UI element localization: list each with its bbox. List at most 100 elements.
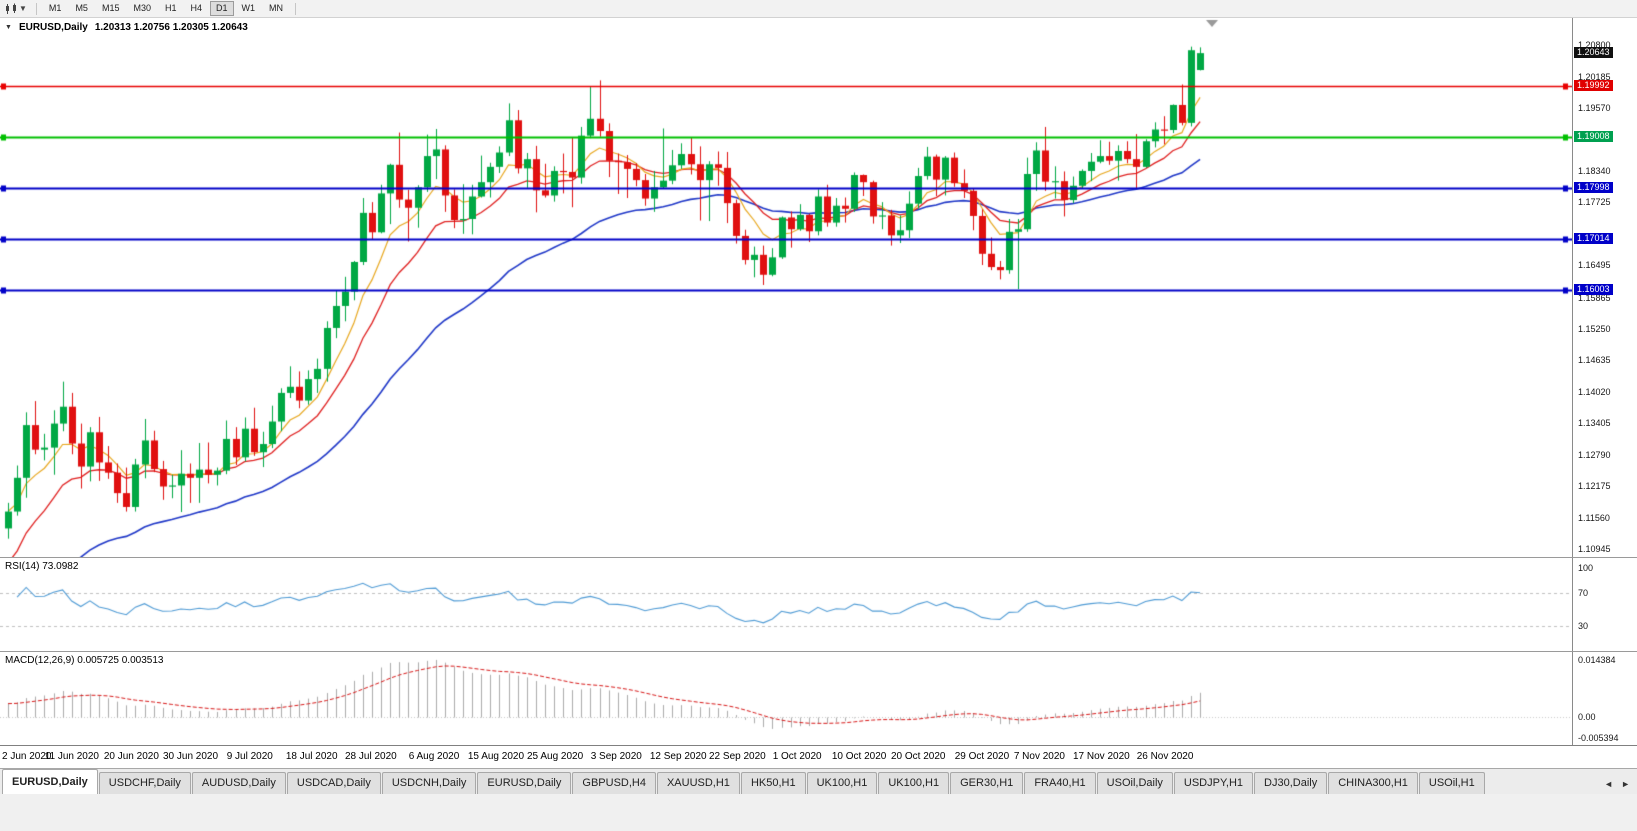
chart-tab-usdjpy-h1[interactable]: USDJPY,H1 [1173, 772, 1254, 794]
time-axis-label: 29 Oct 2020 [954, 751, 1010, 762]
price-axis-label: 1.15865 [1578, 292, 1611, 303]
timeframe-button-mn[interactable]: MN [269, 3, 284, 13]
chart-tab-xauusd-h1[interactable]: XAUUSD,H1 [656, 772, 740, 794]
chart-tab-eurusd-daily[interactable]: EURUSD,Daily [2, 769, 98, 794]
rsi-canvas[interactable] [0, 558, 1572, 651]
timeframes-toolbar: M1 M5 M15 M30 H1 H4 D1 W1 MN [43, 1, 289, 16]
price-chart-canvas[interactable] [0, 18, 1572, 557]
timeframe-button-m30[interactable]: M30 [133, 3, 151, 13]
chart-tab-audusd-daily[interactable]: AUDUSD,Daily [191, 772, 286, 794]
time-axis-label: 25 Aug 2020 [527, 751, 584, 762]
chart-tab-ger30-h1[interactable]: GER30,H1 [950, 772, 1024, 794]
chart-tab-usdchf-daily[interactable]: USDCHF,Daily [98, 772, 191, 794]
chart-tab-hk50-h1[interactable]: HK50,H1 [740, 772, 806, 794]
tab-scroll-left-icon[interactable]: ◄ [1604, 779, 1614, 789]
chart-ohlc-values: 1.20313 1.20756 1.20305 1.20643 [94, 22, 248, 33]
chart-tab-uk100-h1[interactable]: UK100,H1 [878, 772, 950, 794]
macd-canvas[interactable] [0, 652, 1572, 745]
time-axis-label: 28 Jul 2020 [345, 751, 397, 762]
rsi-label: RSI(14) 73.0982 [5, 561, 79, 572]
time-axis-label: 7 Nov 2020 [1013, 751, 1065, 762]
level-line-badge: 1.17014 [1574, 232, 1613, 244]
toolbar-separator [295, 2, 297, 15]
tab-scroll-right-icon[interactable]: ► [1621, 779, 1630, 789]
main-chart-panel: ▼ EURUSD,Daily 1.20313 1.20756 1.20305 1… [0, 18, 1637, 558]
time-axis-label: 18 Jul 2020 [285, 751, 338, 762]
top-toolbar: ▼ M1 M5 M15 M30 H1 H4 D1 W1 MN [0, 0, 1637, 18]
timeframe-button-m15[interactable]: M15 [101, 3, 120, 13]
tab-scroll-nav: ◄ ► [1597, 778, 1637, 794]
price-axis-label: 1.10945 [1578, 544, 1611, 555]
macd-axis-label: 0.014384 [1578, 655, 1616, 665]
candlestick-chart-icon[interactable] [5, 3, 18, 15]
price-axis-label: 1.14020 [1578, 386, 1611, 397]
time-axis-label: 10 Oct 2020 [831, 751, 887, 762]
macd-axis: 0.014384 0.00 -0.005394 [1572, 652, 1637, 745]
rsi-indicator-panel: RSI(14) 73.0982 100 70 30 [0, 558, 1637, 652]
current-price-badge: 1.20643 [1574, 47, 1613, 59]
chart-tab-gbpusd-h4[interactable]: GBPUSD,H4 [572, 772, 656, 794]
time-axis-label: 3 Sep 2020 [590, 751, 642, 762]
status-area [0, 794, 1637, 831]
price-axis-label: 1.20800 [1578, 40, 1611, 51]
time-axis-label: 6 Aug 2020 [408, 751, 460, 762]
toolbar-separator [35, 2, 37, 15]
time-axis: 2 Jun 2020 11 Jun 2020 20 Jun 2020 30 Jun 2… [0, 746, 1637, 768]
chart-type-dropdown-icon[interactable]: ▼ [19, 4, 27, 13]
time-axis-label: 15 Aug 2020 [467, 751, 525, 762]
price-axis-label: 1.18340 [1578, 165, 1611, 176]
chart-tab-usdcnh-daily[interactable]: USDCNH,Daily [381, 772, 477, 794]
time-axis-label: 1 Oct 2020 [772, 751, 822, 762]
price-axis-label: 1.20185 [1578, 71, 1611, 82]
chart-context-arrow-icon[interactable]: ▼ [5, 24, 12, 31]
chart-header: ▼ EURUSD,Daily 1.20313 1.20756 1.20305 1… [5, 22, 248, 33]
level-line-badge: 1.17998 [1574, 182, 1613, 194]
macd-axis-label: 0.00 [1578, 711, 1596, 722]
price-axis-label: 1.17725 [1578, 197, 1611, 208]
time-axis-label: 22 Sep 2020 [709, 751, 766, 762]
chart-tabbar: EURUSD,Daily USDCHF,Daily AUDUSD,Daily USDC… [0, 768, 1637, 794]
price-axis: 1.20800 1.20185 1.19570 1.18340 1.17725 1.164… [1572, 18, 1637, 557]
timeframe-button-h4[interactable]: H4 [190, 3, 203, 13]
chart-tab-fra40-h1[interactable]: FRA40,H1 [1024, 772, 1096, 794]
price-axis-label: 1.14635 [1578, 355, 1611, 366]
time-axis-label: 11 Jun 2020 [44, 751, 99, 762]
macd-indicator-panel: MACD(12,26,9) 0.005725 0.003513 0.014384… [0, 652, 1637, 746]
chart-tab-usoil-h1[interactable]: USOil,H1 [1418, 772, 1485, 794]
timeframe-button-m1[interactable]: M1 [48, 3, 62, 13]
time-axis-label: 20 Jun 2020 [103, 751, 159, 762]
price-axis-label: 1.12790 [1578, 449, 1611, 460]
timeframe-button-m5[interactable]: M5 [75, 3, 88, 13]
time-axis-label: 17 Nov 2020 [1073, 751, 1130, 762]
rsi-axis-label: 70 [1578, 587, 1589, 598]
timeframe-button-d1[interactable]: D1 [210, 1, 234, 16]
macd-label: MACD(12,26,9) 0.005725 0.003513 [5, 655, 164, 666]
price-axis-label: 1.15250 [1578, 323, 1611, 334]
timeframe-button-h1[interactable]: H1 [164, 3, 177, 13]
time-axis-label: 9 Jul 2020 [226, 751, 273, 762]
price-axis-label: 1.19570 [1578, 103, 1611, 114]
macd-axis-label: -0.005394 [1578, 733, 1619, 743]
chart-tab-usoil-daily[interactable]: USOil,Daily [1096, 772, 1173, 794]
price-axis-label: 1.16495 [1578, 260, 1611, 271]
price-axis-label: 1.13405 [1578, 418, 1611, 429]
chart-tab-dj30-daily[interactable]: DJ30,Daily [1254, 772, 1328, 794]
time-axis-label: 2 Jun 2020 [2, 751, 52, 762]
chart-tab-china300-h1[interactable]: CHINA300,H1 [1328, 772, 1418, 794]
chart-tab-eurusd-daily[interactable]: EURUSD,Daily [477, 772, 572, 794]
support-line-badge: 1.19008 [1574, 130, 1613, 142]
price-axis-label: 1.11560 [1578, 512, 1610, 523]
rsi-axis: 100 70 30 [1572, 558, 1637, 651]
time-axis-label: 12 Sep 2020 [649, 751, 707, 762]
rsi-axis-label: 30 [1578, 621, 1589, 632]
level-line-badge: 1.16003 [1574, 284, 1613, 296]
time-axis-label: 26 Nov 2020 [1136, 751, 1194, 762]
timeframe-button-w1[interactable]: W1 [241, 3, 256, 13]
rsi-axis-label: 100 [1578, 563, 1594, 573]
chart-tab-usdcad-daily[interactable]: USDCAD,Daily [286, 772, 381, 794]
chart-symbol-period: EURUSD,Daily [18, 22, 88, 33]
chart-tab-uk100-h1[interactable]: UK100,H1 [806, 772, 878, 794]
resistance-line-badge: 1.19992 [1574, 80, 1613, 92]
time-axis-label: 20 Oct 2020 [891, 751, 946, 762]
